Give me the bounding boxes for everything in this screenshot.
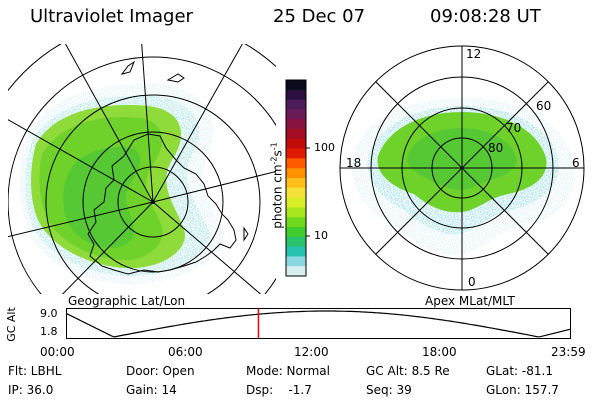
date-label: 25 Dec 07 <box>273 6 366 27</box>
colorbar-unit-label: photon cm-2s-1 <box>269 142 285 229</box>
colorbar-cell <box>286 148 306 159</box>
time-tick-label: 18:00 <box>422 345 457 359</box>
magnetic-caption: Apex MLat/MLT <box>425 294 515 308</box>
mlt-label-6: 6 <box>572 156 580 170</box>
pole-marker <box>151 200 155 204</box>
geographic-panel <box>8 44 276 294</box>
mlat-label-70: 70 <box>506 121 521 135</box>
colorbar-tick-label: 10 <box>314 229 328 242</box>
colorbar-cells <box>286 80 306 277</box>
gc-alt-info: GC Alt: 8.5 Re <box>366 364 450 378</box>
colorbar-cell <box>286 89 306 101</box>
mlt-label-0: 0 <box>468 275 476 289</box>
time-tick-label: 00:00 <box>40 345 75 359</box>
timeline-frame <box>66 308 571 339</box>
colorbar-cell <box>286 99 306 110</box>
colorbar-cell <box>286 197 306 208</box>
mlt-label-18: 18 <box>346 156 361 170</box>
colorbar-cell <box>286 207 306 218</box>
colorbar-cell <box>286 138 306 150</box>
island-outlines <box>120 60 249 242</box>
mlat-label-80: 80 <box>488 141 503 155</box>
time-tick-label: 12:00 <box>294 345 329 359</box>
colorbar-frame <box>285 79 307 277</box>
gain-info: Gain: 14 <box>126 383 177 397</box>
geographic-caption: Geographic Lat/Lon <box>68 294 186 308</box>
colorbar-cell <box>286 217 306 228</box>
filter-info: Flt: LBHL <box>8 364 62 378</box>
colorbar-cell <box>286 80 306 91</box>
colorbar <box>285 79 310 277</box>
antarctica-coastline <box>87 133 237 275</box>
longitude-grid <box>8 44 276 294</box>
mlt-grid <box>340 46 584 290</box>
colorbar-cell <box>286 119 306 130</box>
aurora-image-magnetic <box>351 97 576 255</box>
colorbar-cell <box>286 129 306 140</box>
timeline-plot <box>66 308 571 339</box>
colorbar-cell <box>286 109 306 120</box>
timeline-y-top: 9.0 <box>40 307 58 320</box>
colorbar-cell <box>286 178 306 189</box>
colorbar-cell <box>286 246 306 257</box>
mlt-label-12: 12 <box>466 47 481 61</box>
timeline-y-bottom: 1.8 <box>40 325 58 338</box>
colorbar-cell <box>286 158 306 169</box>
colorbar-tick-label: 100 <box>314 141 335 154</box>
colorbar-cell <box>286 266 306 277</box>
colorbar-cell <box>286 256 306 267</box>
aurora-image-geographic <box>19 83 225 285</box>
glat-info: GLat: -81.1 <box>486 364 553 378</box>
time-label: 09:08:28 UT <box>430 6 541 27</box>
latitude-grid <box>8 44 276 294</box>
door-info: Door: Open <box>126 364 195 378</box>
timeline-axis-label: GC Alt <box>4 307 18 342</box>
glon-info: GLon: 157.7 <box>486 383 559 397</box>
time-tick-label: 23:59 <box>551 345 586 359</box>
colorbar-cell <box>286 168 306 179</box>
instrument-title: Ultraviolet Imager <box>30 6 193 27</box>
colorbar-cell <box>286 187 306 199</box>
magnetic-panel: 12 18 6 0 60 70 80 <box>339 45 585 291</box>
ip-info: IP: 36.0 <box>8 383 54 397</box>
mlat-label-60: 60 <box>536 99 551 113</box>
seq-info: Seq: 39 <box>366 383 412 397</box>
colorbar-cell <box>286 236 306 248</box>
dsp-info: Dsp: -1.7 <box>246 383 312 397</box>
colorbar-cell <box>286 227 306 238</box>
orbit-altitude-curve <box>66 310 571 338</box>
mode-info: Mode: Normal <box>246 364 330 378</box>
time-tick-label: 06:00 <box>168 345 203 359</box>
